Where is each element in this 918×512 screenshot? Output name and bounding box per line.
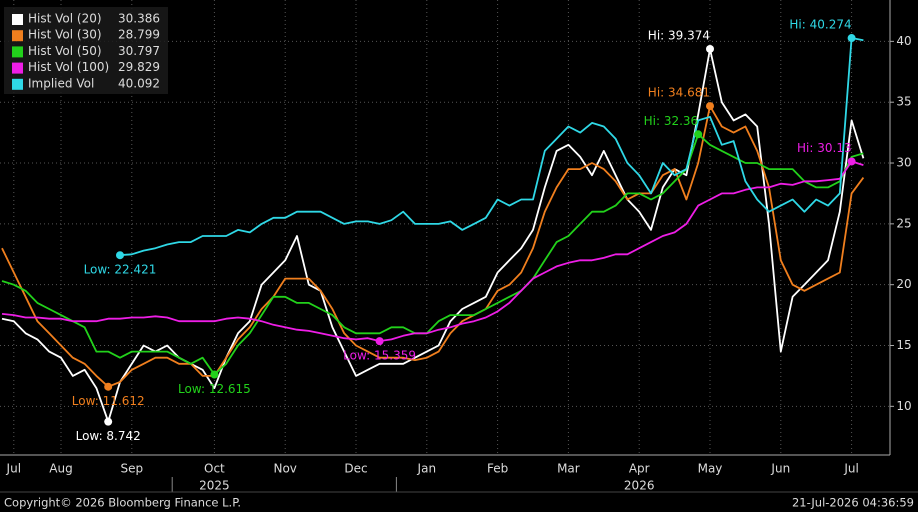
annotation-marker	[847, 34, 856, 43]
grid	[0, 0, 890, 455]
annotation-label: Low: 8.742	[76, 429, 141, 443]
annotation-marker	[116, 251, 124, 260]
y-tick-label: 25	[896, 216, 911, 230]
annotation-label: Low: 15.359	[343, 349, 416, 363]
x-tick-label: Jul	[843, 462, 858, 476]
x-tick-label: Nov	[273, 462, 296, 476]
x-tick-label: Jan	[417, 462, 437, 476]
legend-label: Hist Vol (20)	[28, 12, 102, 26]
legend-value: 30.386	[118, 12, 160, 26]
legend-label: Hist Vol (50)	[28, 44, 102, 58]
annotation-label: Hi: 39.374	[648, 28, 710, 42]
legend-value: 40.092	[118, 76, 160, 90]
legend-swatch	[12, 78, 23, 90]
x-tick-label: Jul	[6, 462, 21, 476]
lines	[1, 37, 865, 423]
legend-label: Hist Vol (100)	[28, 60, 109, 74]
legend-value: 30.797	[118, 44, 160, 58]
annotation-marker	[694, 130, 703, 139]
legend-value: 29.829	[118, 60, 160, 74]
x-year-label: 2026	[624, 479, 655, 493]
copyright: Copyright© 2026 Bloomberg Finance L.P.	[4, 496, 241, 510]
y-tick-label: 10	[896, 399, 911, 413]
legend-label: Implied Vol	[28, 76, 94, 90]
x-year-label: 2025	[199, 479, 230, 493]
x-tick-label: Apr	[629, 462, 650, 476]
x-tick-label: Sep	[120, 462, 143, 476]
legend-swatch	[12, 46, 23, 58]
y-tick-label: 35	[896, 95, 911, 109]
annotation-marker	[706, 44, 714, 53]
legend-box	[4, 7, 168, 94]
series-line	[1, 105, 865, 388]
timestamp: 21-Jul-2026 04:36:59	[792, 496, 914, 510]
legend: Hist Vol (20) 30.386 Hist Vol (30) 28.799 Hi…	[12, 12, 160, 90]
legend-swatch	[12, 14, 23, 25]
annotation-marker	[847, 157, 856, 166]
y-tick-label: 20	[896, 277, 911, 291]
annotation-label: Hi: 30.13	[797, 141, 852, 155]
legend-label: Hist Vol (30)	[28, 28, 102, 42]
x-tick-label: Feb	[487, 462, 508, 476]
annotation-label: Hi: 32.36	[644, 114, 699, 128]
annotations: Hi: 39.374 Low: 8.742 Hi: 34.681 Low: 11.61…	[72, 18, 856, 443]
series-line	[1, 133, 864, 376]
x-tick-label: May	[698, 462, 723, 476]
annotation-label: Low: 11.612	[72, 394, 145, 408]
annotation-label: Low: 12.615	[178, 382, 251, 396]
annotation-label: Hi: 40.274	[789, 18, 851, 32]
annotation-marker	[375, 337, 384, 346]
legend-value: 28.799	[118, 28, 160, 42]
annotation-marker	[104, 382, 113, 391]
annotation-marker	[104, 417, 113, 426]
legend-swatch	[12, 30, 23, 42]
series-line	[1, 48, 865, 423]
y-tick-label: 15	[896, 338, 911, 352]
annotation-marker	[706, 102, 714, 111]
legend-swatch	[12, 62, 23, 74]
annotation-label: Low: 22.421	[84, 263, 157, 277]
x-tick-label: Oct	[204, 462, 225, 476]
annotation-label: Hi: 34.681	[648, 86, 710, 100]
y-tick-label: 40	[896, 34, 911, 48]
y-tick-label: 30	[896, 156, 911, 170]
x-tick-label: Dec	[344, 462, 367, 476]
x-tick-label: Mar	[557, 462, 580, 476]
x-tick-label: Aug	[49, 462, 72, 476]
annotation-marker	[210, 370, 219, 379]
series-line	[1, 160, 864, 342]
x-tick-label: Jun	[770, 462, 790, 476]
series-line	[119, 37, 864, 257]
